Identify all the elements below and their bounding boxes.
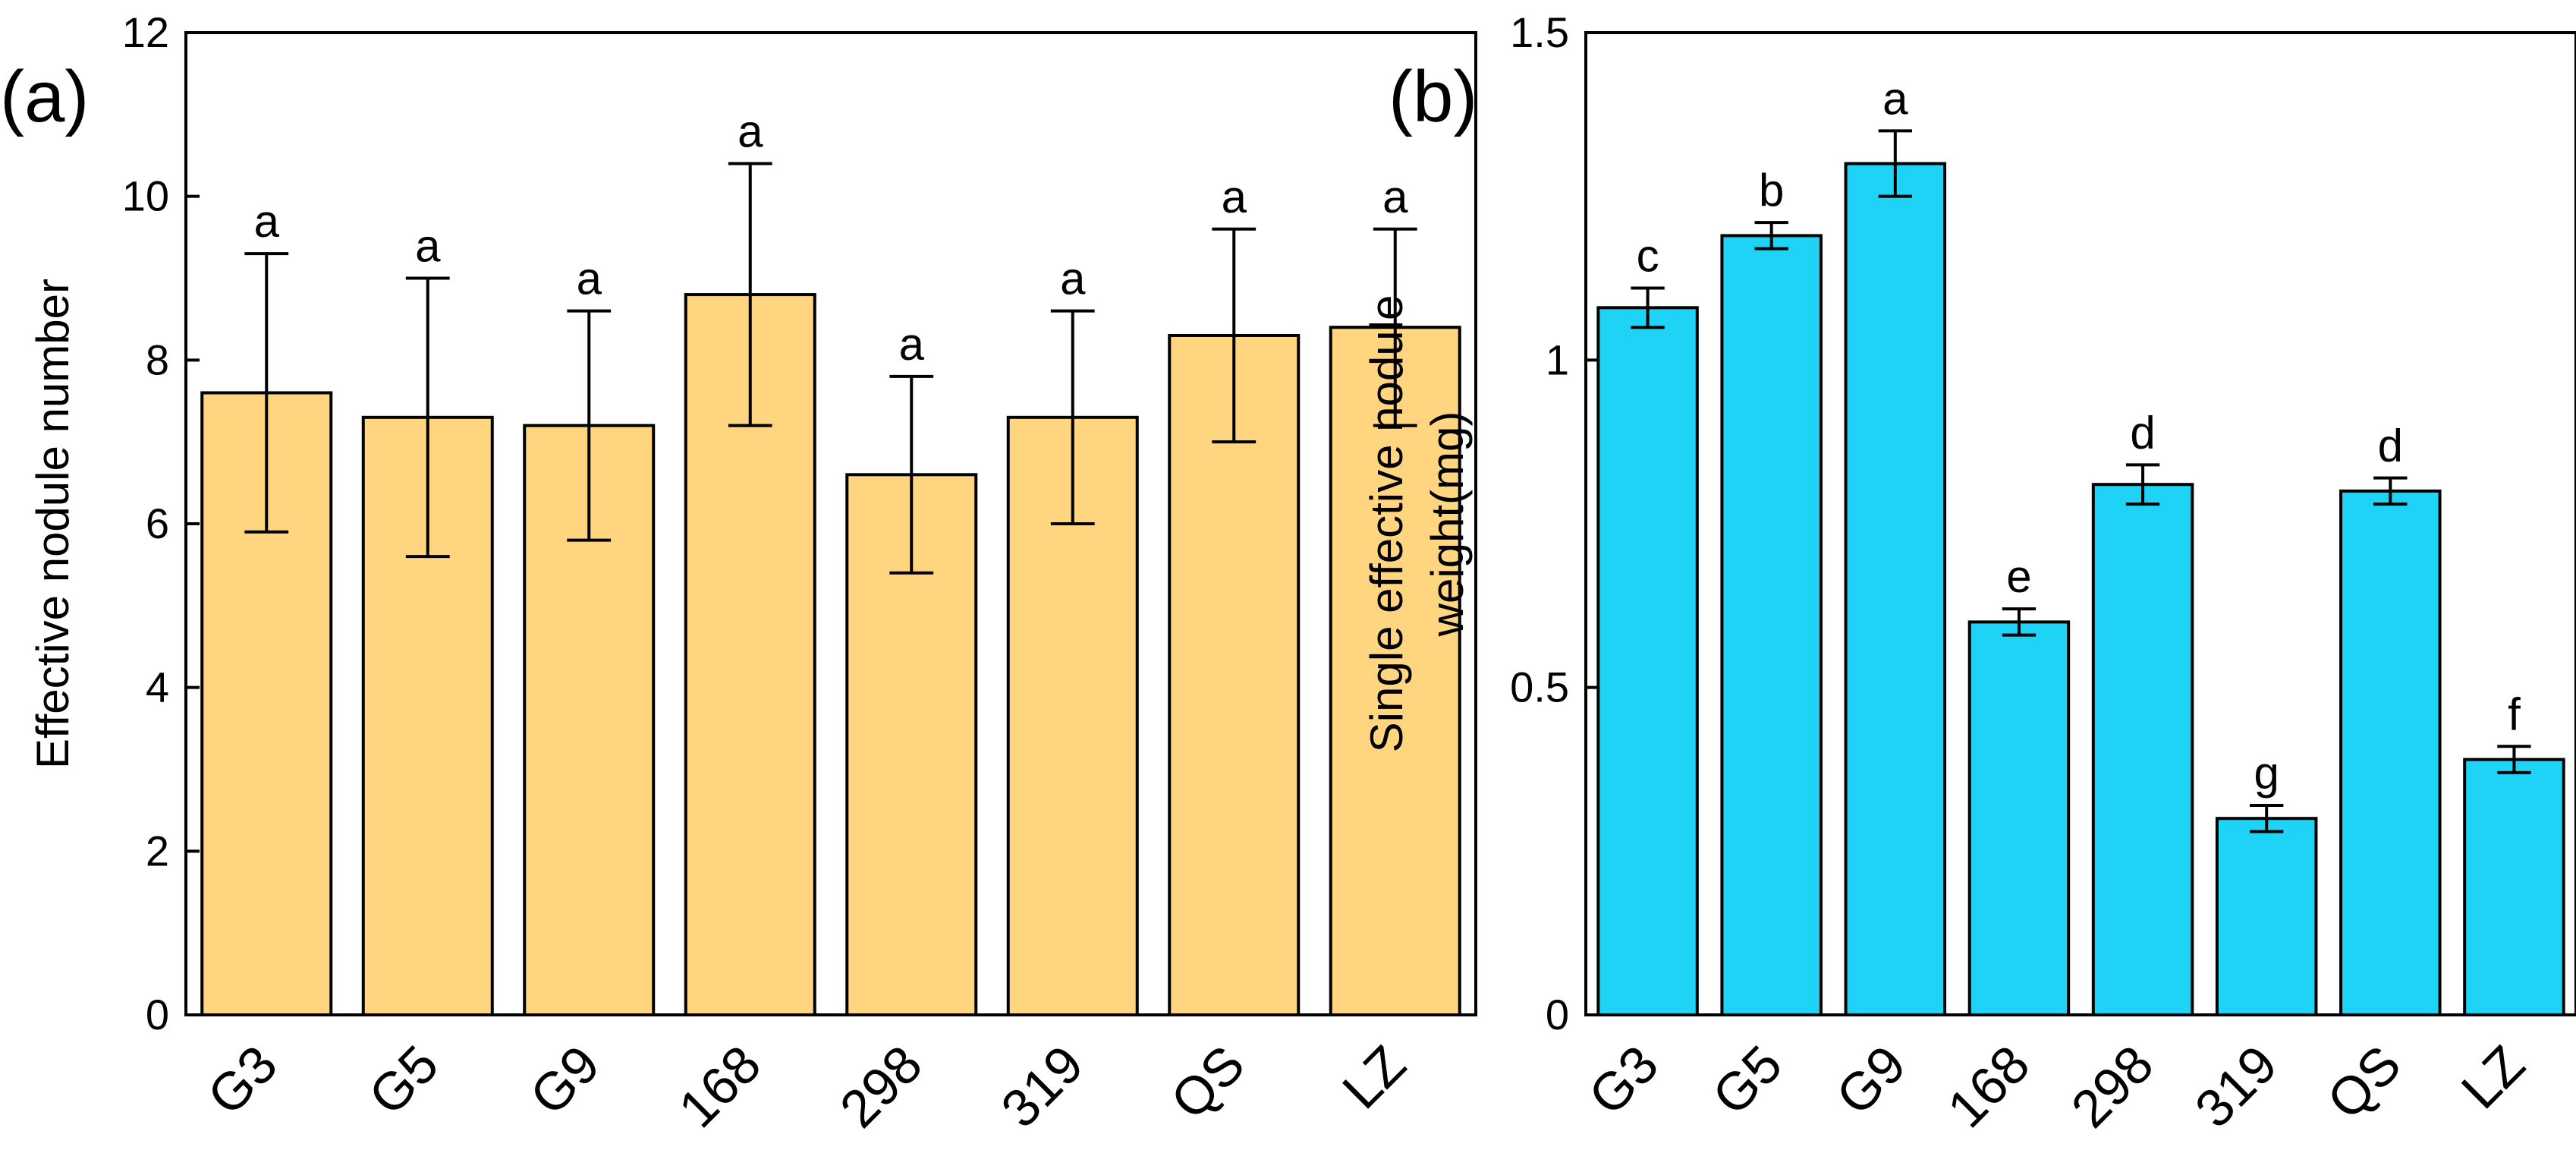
significance-letter: a: [1222, 172, 1247, 222]
significance-letter: a: [1882, 73, 1908, 124]
significance-letter: a: [577, 254, 602, 304]
significance-letter: f: [2508, 688, 2521, 739]
category-label: 168: [1936, 1034, 2041, 1139]
bar: [1720, 234, 1823, 1017]
y-tick-label: 12: [122, 8, 169, 56]
y-tick-label: 6: [146, 499, 169, 547]
bar: [1596, 306, 1699, 1016]
category-label: G3: [197, 1034, 288, 1126]
category-label: G9: [519, 1034, 611, 1126]
category-label: 298: [829, 1034, 933, 1139]
significance-letter: a: [254, 196, 280, 247]
y-tick-label: 10: [122, 172, 169, 220]
plot-frame: [1584, 31, 2576, 1016]
panel-b: (b) 0 0.5 1 1.5 Single effective nodule weight…: [1361, 8, 2576, 1139]
category-label: 168: [668, 1034, 772, 1139]
y-tick-label: 8: [146, 336, 169, 383]
panel-label: (b): [1389, 56, 1477, 137]
significance-letter: a: [1060, 254, 1086, 304]
category-label: 319: [2184, 1034, 2288, 1139]
y-tick-label: 0: [146, 991, 169, 1038]
bar: [1329, 326, 1461, 1016]
category-label: QS: [1159, 1034, 1256, 1130]
significance-letter: d: [2378, 421, 2403, 471]
category-label: G5: [357, 1034, 449, 1126]
y-tick-label: 1.5: [1510, 8, 1569, 56]
y-axis-title: Effective nodule number: [27, 279, 78, 769]
bar: [2215, 817, 2318, 1016]
panel-a: (a) 0 2 4 6 8 10 12 Effective nodule number a G3 a G…: [0, 8, 1477, 1139]
bar: [1844, 162, 1947, 1017]
significance-letter: a: [415, 221, 441, 272]
bar: [2091, 483, 2194, 1016]
significance-letter: g: [2254, 748, 2279, 799]
y-tick-label: 0: [1546, 991, 1569, 1038]
significance-letter: a: [1382, 172, 1408, 222]
significance-letter: a: [899, 319, 925, 370]
y-tick-label: 2: [146, 827, 169, 874]
category-label: G5: [1701, 1034, 1793, 1126]
category-label: QS: [2316, 1034, 2412, 1130]
y-axis-title-line: Single effective nodule: [1361, 295, 1412, 753]
bar: [2339, 489, 2442, 1016]
significance-letter: d: [2130, 407, 2155, 458]
category-label: LZ: [2450, 1034, 2536, 1120]
bar: [2463, 758, 2565, 1016]
bar: [1967, 620, 2071, 1016]
significance-letter: c: [1637, 230, 1659, 281]
significance-letter: b: [1759, 165, 1784, 216]
y-tick-label: 1: [1546, 336, 1569, 383]
significance-letter: e: [2006, 551, 2031, 602]
y-tick-label: 4: [146, 663, 169, 711]
category-label: LZ: [1331, 1034, 1417, 1120]
y-tick-label: 0.5: [1510, 663, 1569, 711]
y-axis-title-line: weight(mg): [1422, 411, 1473, 638]
category-label: G3: [1577, 1034, 1669, 1126]
category-label: 319: [990, 1034, 1095, 1139]
significance-letter: a: [738, 106, 763, 157]
category-label: 298: [2060, 1034, 2165, 1139]
panel-label: (a): [0, 56, 89, 137]
category-label: G9: [1825, 1034, 1917, 1126]
